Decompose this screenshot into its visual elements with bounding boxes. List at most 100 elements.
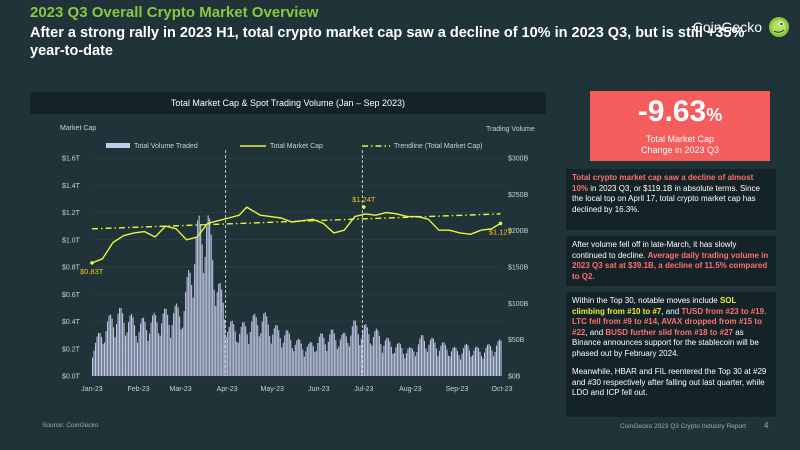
volume-bar: [339, 339, 341, 376]
volume-bar: [381, 352, 383, 376]
volume-bar: [93, 350, 95, 376]
volume-bar: [341, 334, 343, 376]
volume-bar: [465, 343, 468, 376]
volume-bar: [290, 339, 292, 376]
volume-bar: [498, 339, 501, 376]
volume-bar: [312, 346, 314, 376]
volume-bar: [384, 340, 386, 376]
volume-bar: [401, 348, 403, 376]
volume-bar: [257, 325, 259, 376]
chart-title-bar: Total Market Cap & Spot Trading Volume (…: [30, 92, 546, 114]
volume-bar: [266, 316, 268, 376]
volume-bar: [125, 335, 127, 376]
stat-caption-line1: Total Market Cap: [645, 134, 715, 144]
x-tick-label: Mar-23: [170, 386, 192, 393]
volume-bar: [306, 346, 308, 376]
volume-bar: [239, 333, 241, 376]
volume-bar: [108, 315, 110, 376]
volume-bar: [182, 327, 184, 376]
right-axis-title: Trading Volume: [486, 126, 535, 133]
volume-bar: [207, 215, 209, 376]
volume-bar: [323, 337, 325, 376]
volume-bar: [222, 302, 224, 376]
volume-bar: [248, 344, 250, 376]
volume-bar: [368, 334, 370, 376]
note-rankings-tusd: TUSD from #23 to #19: [681, 306, 765, 316]
volume-bar: [398, 342, 400, 376]
brand-logo[interactable]: CoinGecko: [693, 16, 790, 38]
x-tick-label: Feb-23: [127, 386, 149, 393]
volume-bar: [165, 308, 167, 376]
volume-bar: [417, 344, 419, 376]
volume-bar: [348, 346, 350, 376]
volume-bar: [363, 325, 365, 376]
volume-bar: [458, 355, 460, 376]
left-tick-label: $0.2T: [62, 346, 81, 353]
volume-bar: [378, 335, 380, 376]
volume-bar: [101, 336, 103, 376]
note-market-cap: Total crypto market cap saw a decline of…: [566, 169, 776, 230]
volume-bar: [386, 337, 388, 376]
volume-bar: [249, 331, 251, 376]
annotation-label: $0.83T: [80, 267, 104, 276]
volume-bar: [191, 285, 193, 376]
volume-bar: [452, 347, 454, 376]
volume-bar: [272, 334, 274, 376]
volume-bar: [434, 342, 436, 376]
annotation-label: $1.12T: [489, 227, 513, 236]
volume-bar: [327, 341, 329, 376]
volume-bar: [267, 324, 269, 376]
volume-bar: [404, 358, 406, 376]
volume-bar: [279, 337, 281, 376]
note-volume-text: After volume fell off in late-March, it …: [572, 240, 737, 260]
volume-bar: [236, 341, 238, 376]
annotation-point: [362, 205, 366, 209]
volume-bar: [278, 330, 280, 376]
volume-bar: [456, 350, 458, 376]
volume-bar: [453, 346, 455, 376]
volume-bar: [201, 244, 203, 376]
volume-bar: [408, 347, 410, 376]
stat-value: -9.63%: [590, 97, 770, 130]
volume-bar: [264, 312, 266, 376]
volume-bar: [260, 333, 262, 376]
volume-bar: [369, 343, 371, 376]
volume-bar: [468, 350, 471, 376]
volume-bar: [371, 345, 373, 376]
volume-bar: [387, 338, 389, 376]
volume-bar: [353, 320, 355, 376]
footer-source-name: CoinGecko: [66, 422, 99, 429]
volume-bar: [240, 326, 242, 376]
volume-bar: [134, 325, 136, 376]
volume-bar: [447, 355, 449, 376]
volume-bar: [317, 343, 319, 376]
volume-bar: [140, 323, 142, 376]
volume-bar: [204, 256, 206, 376]
volume-bar: [206, 226, 208, 376]
volume-bar: [150, 322, 152, 376]
volume-bar: [366, 327, 368, 376]
volume-bar: [483, 352, 486, 376]
volume-bar: [219, 282, 221, 376]
footer-report: CoinGecko 2023 Q3 Crypto Industry Report: [620, 423, 747, 430]
volume-bar: [330, 329, 332, 376]
volume-bar: [407, 349, 409, 376]
volume-bar: [269, 335, 271, 376]
volume-bar: [395, 347, 397, 376]
volume-bar: [321, 333, 323, 376]
volume-bar: [383, 345, 385, 376]
note-rankings-ltc-avax: LTC fell from #9 to #14, AVAX dropped fr…: [572, 317, 762, 337]
volume-bar: [284, 335, 286, 376]
volume-bar: [446, 349, 448, 376]
note-volume: After volume fell off in late-March, it …: [566, 236, 776, 286]
volume-bar: [179, 316, 181, 376]
legend-label-trendline: Trendline (Total Market Cap): [394, 143, 482, 150]
volume-bar: [173, 313, 175, 376]
volume-bar: [299, 339, 301, 376]
volume-bar: [221, 289, 223, 376]
volume-bar: [419, 338, 421, 376]
volume-bar: [332, 329, 334, 376]
x-tick-label: Apr-23: [217, 386, 238, 393]
volume-bar: [102, 343, 104, 376]
volume-bar: [425, 348, 427, 376]
